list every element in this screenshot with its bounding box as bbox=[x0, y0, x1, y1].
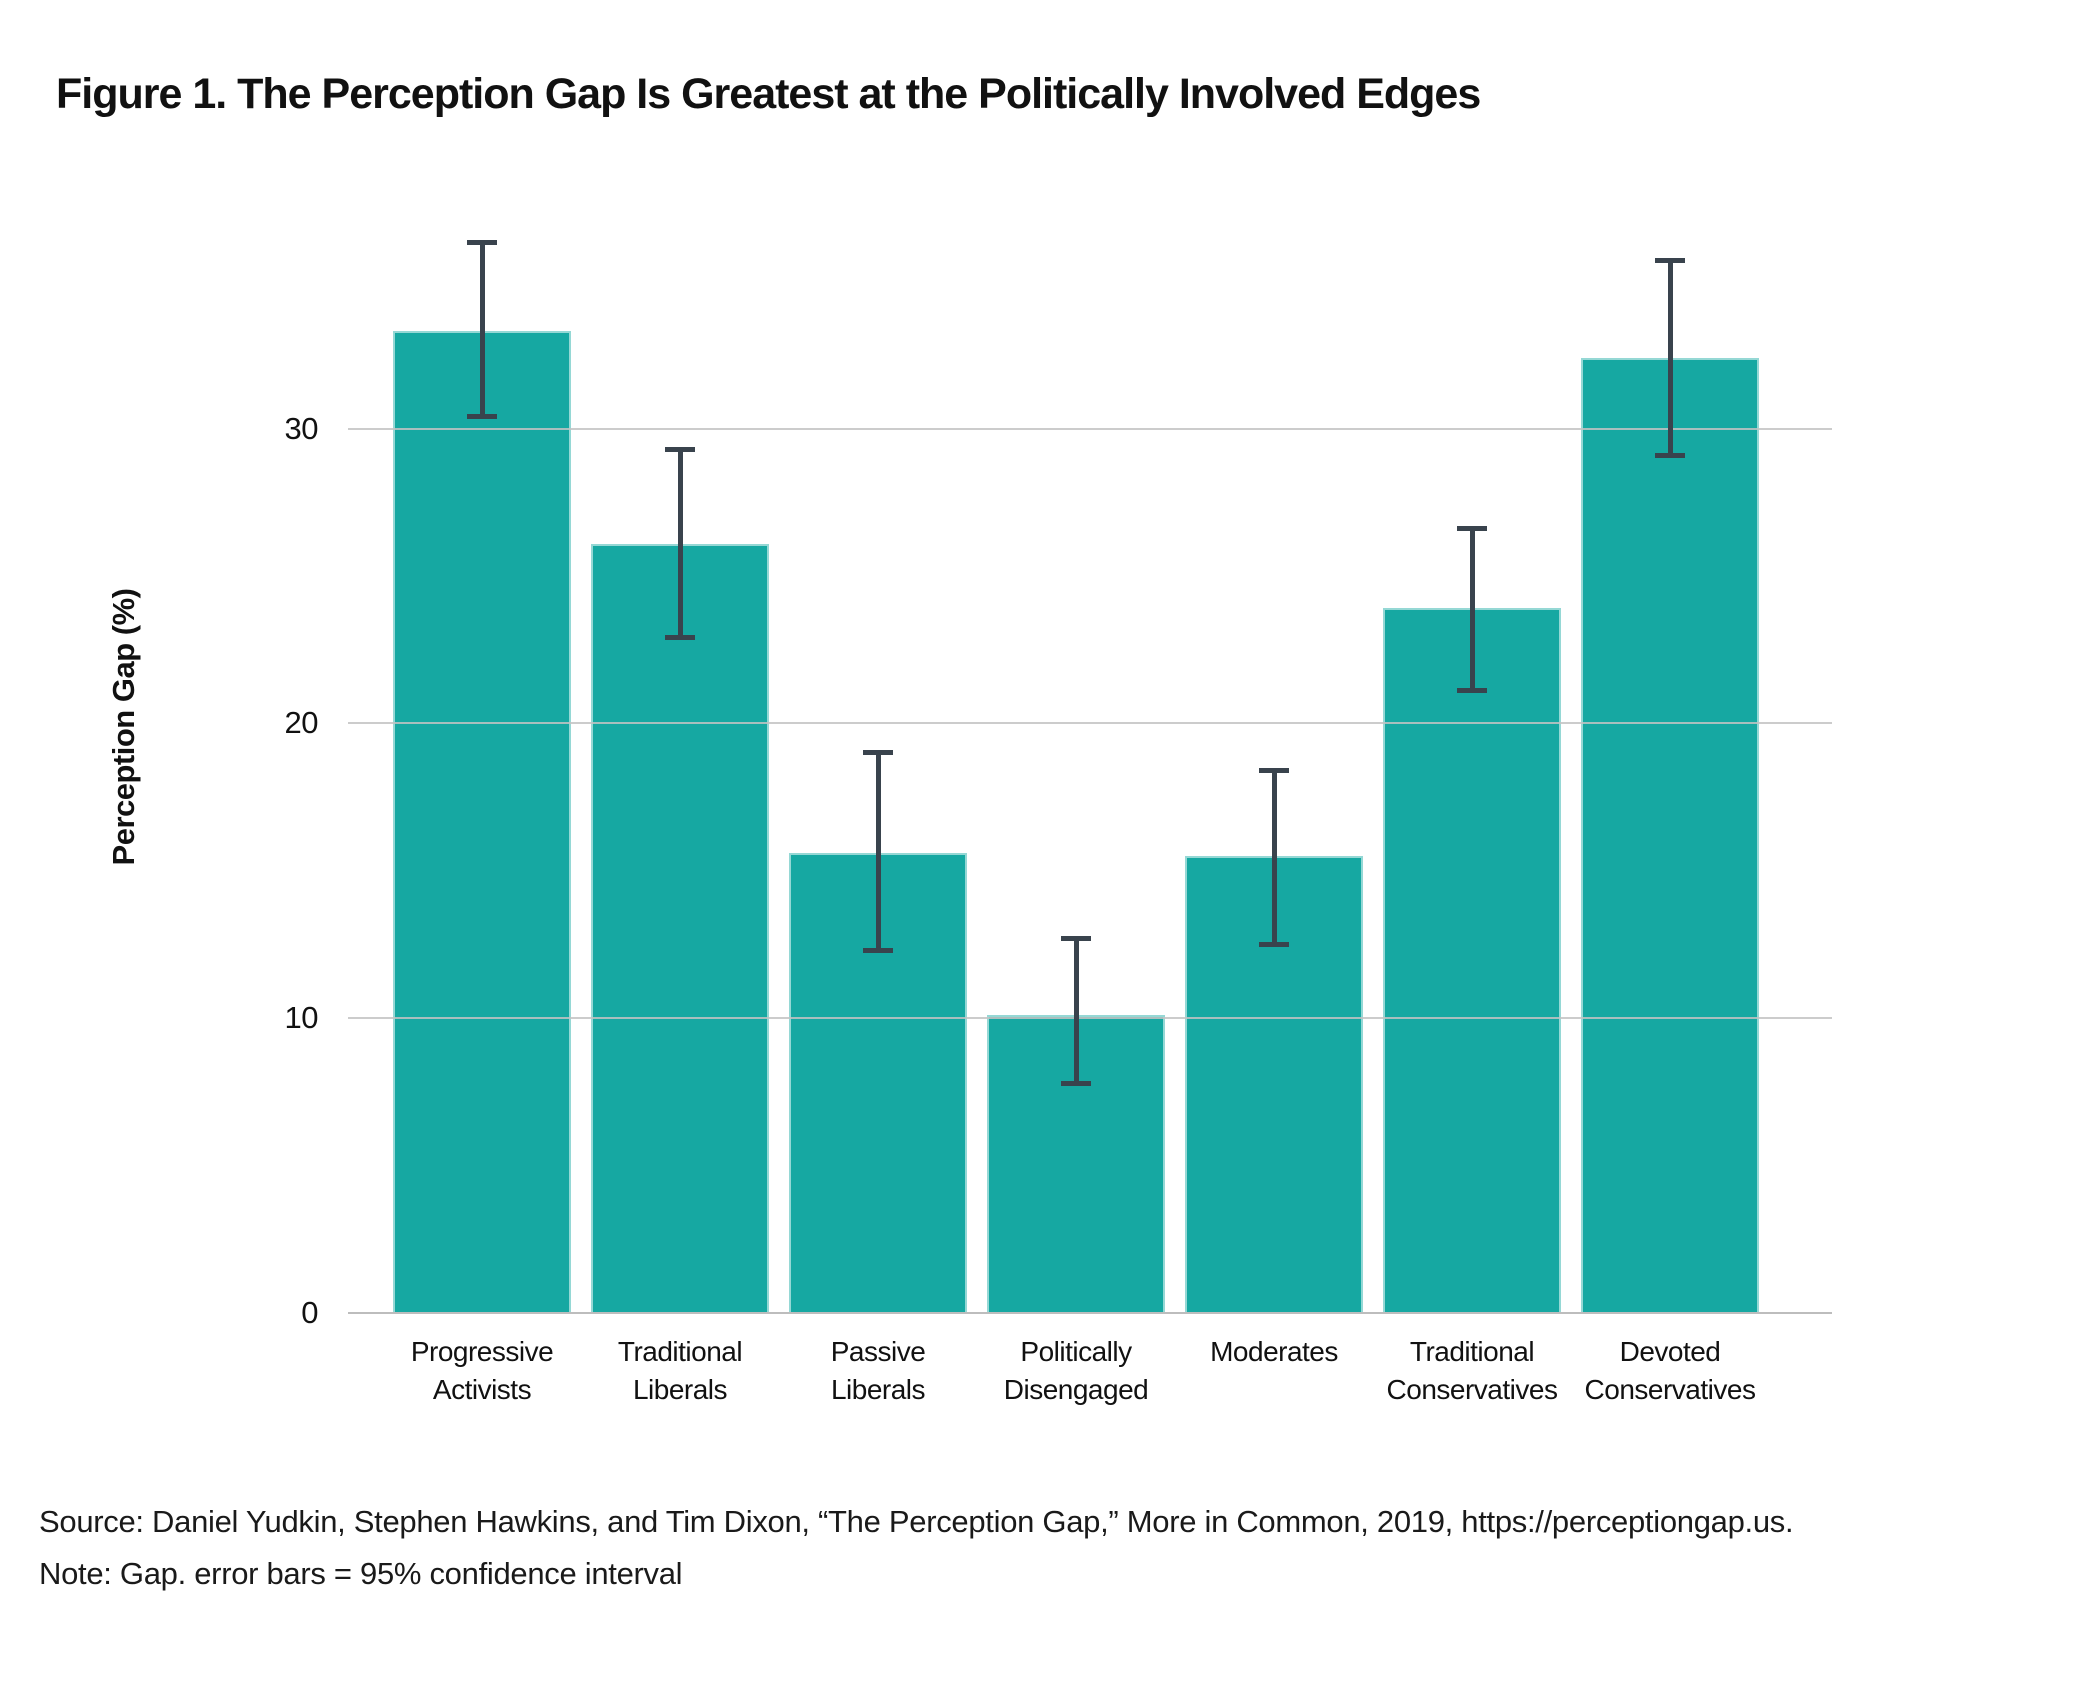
error-bar-line-0 bbox=[480, 243, 485, 417]
bar-0 bbox=[393, 331, 571, 1313]
gridline-10 bbox=[348, 1017, 1832, 1020]
x-category-label-line: Progressive bbox=[410, 1336, 554, 1367]
figure-title: Figure 1. The Perception Gap Is Greatest… bbox=[56, 70, 1481, 118]
x-category-label-line: Moderates bbox=[1210, 1336, 1338, 1367]
error-bar-cap-2-bottom bbox=[863, 948, 893, 953]
x-category-label-0: Progressive Activists bbox=[370, 1333, 594, 1409]
error-bar-cap-0-top bbox=[467, 240, 497, 245]
bar-1 bbox=[591, 544, 769, 1313]
x-category-label-line: Traditional bbox=[617, 1336, 743, 1367]
x-category-label-5: Traditional Conservatives bbox=[1360, 1333, 1584, 1409]
x-category-label-line: Conservatives bbox=[1386, 1374, 1558, 1405]
error-bar-cap-4-bottom bbox=[1259, 942, 1289, 947]
x-category-label-1: Traditional Liberals bbox=[568, 1333, 792, 1409]
error-bar-cap-6-top bbox=[1655, 258, 1685, 263]
caption: Source: Daniel Yudkin, Stephen Hawkins, … bbox=[39, 1496, 1794, 1600]
x-category-label-2: Passive Liberals bbox=[766, 1333, 990, 1409]
x-category-label-line: Disengaged bbox=[1003, 1374, 1149, 1405]
error-bar-cap-2-top bbox=[863, 750, 893, 755]
x-category-label-line: Activists bbox=[432, 1374, 532, 1405]
error-bar-cap-1-top bbox=[665, 447, 695, 452]
y-tick-label-20: 20 bbox=[284, 705, 319, 741]
bar-5 bbox=[1383, 608, 1561, 1313]
x-category-label-3: Politically Disengaged bbox=[964, 1333, 1188, 1409]
x-category-label-line: Devoted bbox=[1619, 1336, 1721, 1367]
x-category-label-4: Moderates bbox=[1162, 1333, 1386, 1371]
error-bar-line-2 bbox=[876, 752, 881, 950]
bar-6 bbox=[1581, 358, 1759, 1313]
error-bar-cap-1-bottom bbox=[665, 635, 695, 640]
error-bar-cap-3-bottom bbox=[1061, 1081, 1091, 1086]
x-category-label-line: Traditional bbox=[1409, 1336, 1535, 1367]
error-bar-line-1 bbox=[678, 449, 683, 638]
x-category-label-line: Liberals bbox=[632, 1374, 728, 1405]
y-tick-label-0: 0 bbox=[301, 1295, 318, 1330]
error-bar-cap-6-bottom bbox=[1655, 453, 1685, 458]
gridline-30 bbox=[348, 427, 1832, 430]
source-line: Source: Daniel Yudkin, Stephen Hawkins, … bbox=[39, 1504, 1794, 1539]
y-tick-label-30: 30 bbox=[284, 410, 319, 446]
x-category-label-6: Devoted Conservatives bbox=[1558, 1333, 1782, 1409]
error-bar-line-6 bbox=[1668, 260, 1673, 455]
x-category-label-line: Conservatives bbox=[1584, 1374, 1756, 1405]
gridline-20 bbox=[348, 722, 1832, 725]
error-bar-cap-5-bottom bbox=[1457, 688, 1487, 693]
error-bar-cap-4-top bbox=[1259, 768, 1289, 773]
plot-area: 0 10 20 30 Progressive Activists Traditional Li… bbox=[285, 178, 1832, 1405]
note-line: Note: Gap. error bars = 95% confidence i… bbox=[39, 1556, 683, 1591]
error-bar-cap-5-top bbox=[1457, 526, 1487, 531]
x-category-label-line: Passive bbox=[830, 1336, 926, 1367]
error-bar-line-3 bbox=[1074, 939, 1079, 1083]
error-bar-line-5 bbox=[1470, 529, 1475, 691]
x-category-label-line: Politically bbox=[1020, 1336, 1132, 1367]
x-axis-line bbox=[348, 1312, 1832, 1314]
y-tick-label-10: 10 bbox=[284, 1000, 319, 1036]
error-bar-cap-3-top bbox=[1061, 936, 1091, 941]
x-category-label-line: Liberals bbox=[830, 1374, 926, 1405]
error-bar-cap-0-bottom bbox=[467, 414, 497, 419]
error-bar-line-4 bbox=[1272, 770, 1277, 944]
y-axis-label: Perception Gap (%) bbox=[106, 588, 141, 866]
